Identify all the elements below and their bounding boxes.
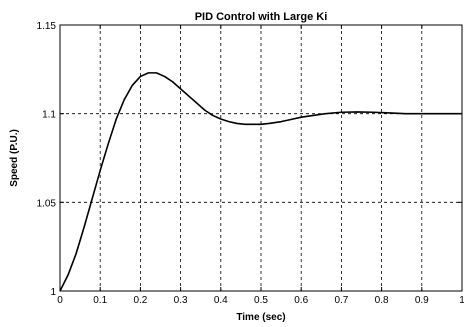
x-tick-label: 0.5 — [254, 295, 268, 306]
series-line — [59, 72, 462, 292]
x-tick-label: 1 — [459, 295, 464, 306]
x-tick-label: 0.8 — [375, 295, 389, 306]
x-tick-label: 0.2 — [133, 295, 147, 306]
y-tick-label: 1.15 — [37, 21, 57, 32]
x-tick-label: 0.7 — [334, 295, 348, 306]
grid — [60, 25, 462, 291]
y-tick-label: 1 — [50, 287, 56, 298]
y-axis-label: Speed (P.U.) — [9, 129, 20, 187]
y-tick-label: 1.1 — [42, 110, 56, 121]
x-tick-label: 0.3 — [174, 295, 188, 306]
x-tick-label: 0.4 — [214, 295, 228, 306]
y-tick-label: 1.05 — [37, 198, 57, 209]
chart-title: PID Control with Large Ki — [195, 11, 328, 23]
x-axis-label: Time (sec) — [236, 312, 285, 323]
x-tick-label: 0.1 — [93, 295, 107, 306]
x-tick-label: 0 — [57, 295, 63, 306]
x-ticks: 0 0.1 0.2 0.3 0.4 0.5 0.6 0.7 0.8 0.9 1 — [57, 25, 464, 306]
x-tick-label: 0.9 — [415, 295, 429, 306]
x-tick-label: 0.6 — [294, 295, 308, 306]
